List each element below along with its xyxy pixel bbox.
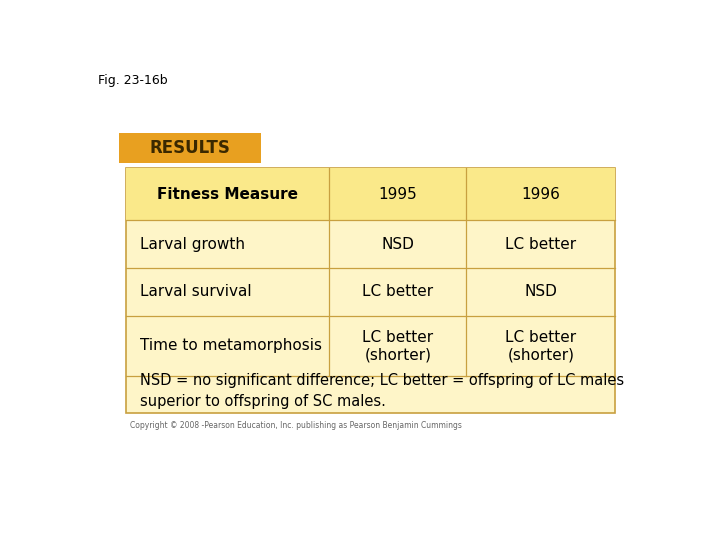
FancyBboxPatch shape: [127, 168, 616, 413]
FancyBboxPatch shape: [127, 168, 616, 220]
Text: Fig. 23-16b: Fig. 23-16b: [98, 74, 168, 87]
Text: NSD = no significant difference; LC better = offspring of LC males
superior to o: NSD = no significant difference; LC bett…: [140, 373, 624, 409]
Text: NSD: NSD: [524, 285, 557, 300]
Text: RESULTS: RESULTS: [150, 139, 230, 157]
Text: Copyright © 2008 -Pearson Education, Inc. publishing as Pearson Benjamin Cumming: Copyright © 2008 -Pearson Education, Inc…: [130, 421, 462, 429]
Text: LC better
(shorter): LC better (shorter): [362, 329, 433, 362]
Text: 1995: 1995: [379, 187, 417, 201]
Text: LC better: LC better: [505, 237, 577, 252]
Text: Time to metamorphosis: Time to metamorphosis: [140, 339, 323, 353]
Text: NSD: NSD: [382, 237, 414, 252]
Text: 1996: 1996: [521, 187, 560, 201]
Text: Larval survival: Larval survival: [140, 285, 252, 300]
Text: LC better
(shorter): LC better (shorter): [505, 329, 577, 362]
Text: LC better: LC better: [362, 285, 433, 300]
Text: Fitness Measure: Fitness Measure: [158, 187, 298, 201]
FancyBboxPatch shape: [119, 133, 261, 163]
Text: Larval growth: Larval growth: [140, 237, 246, 252]
